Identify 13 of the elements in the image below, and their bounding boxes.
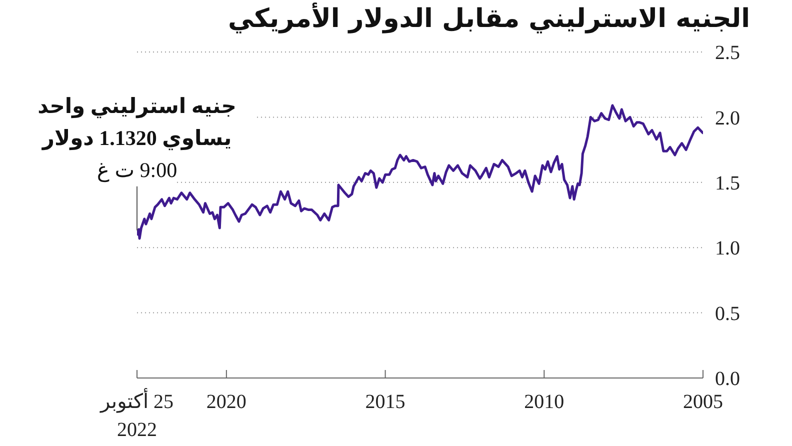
chart-title: الجنيه الاسترليني مقابل الدولار الأمريكي <box>228 2 750 36</box>
y-tick-label: 0.5 <box>715 302 740 325</box>
y-tick-label: 2.5 <box>715 42 740 64</box>
annotation: جنيه استرليني واحد يساوي 1.1320 دولار <box>17 90 257 154</box>
y-tick-label: 1.0 <box>715 238 740 260</box>
y-tick-label: 2.0 <box>715 107 740 130</box>
x-tick-label: 2015 <box>365 391 406 413</box>
x-tick-label: 2005 <box>683 391 723 413</box>
y-tick-label: 1.5 <box>715 172 740 194</box>
annotation: 9:00 ت غ <box>96 154 178 186</box>
x-tick-label: 2010 <box>524 391 564 413</box>
y-tick-label: 0.0 <box>715 368 740 390</box>
x-tick-label: 2020 <box>206 391 246 413</box>
